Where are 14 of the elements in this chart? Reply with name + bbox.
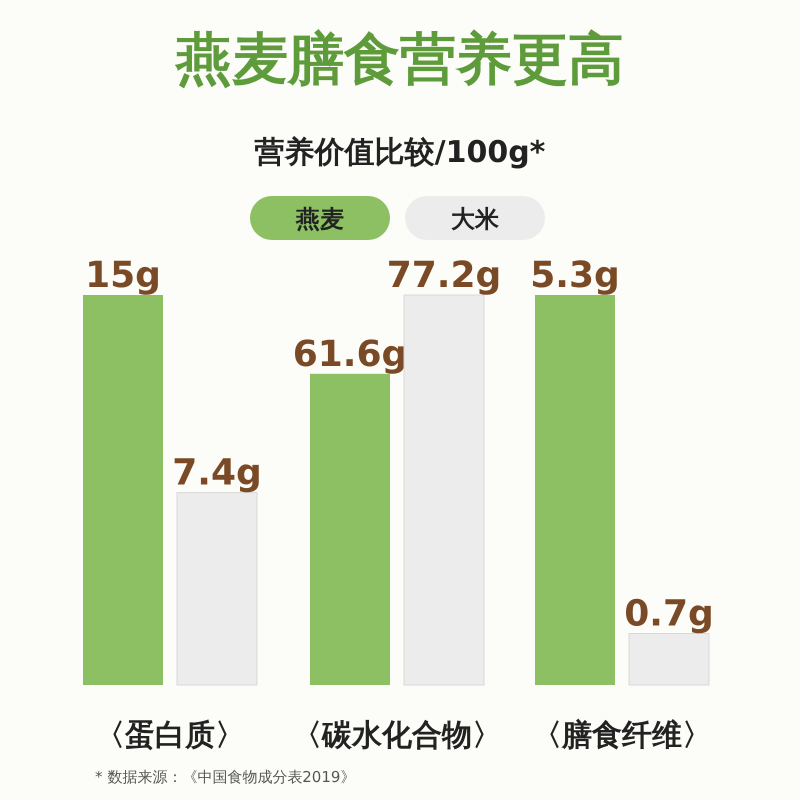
data-label: 0.7g — [624, 593, 714, 634]
text: 燕麦 — [295, 205, 344, 233]
data-label: 7.4g — [172, 452, 262, 494]
text: 营养价值比较/100g* — [254, 135, 546, 170]
text: * 数据来源：《中国食物成分表2019》 — [95, 768, 356, 786]
x-tick-label: 〈碳水化合物〉 — [292, 718, 502, 753]
x-tick-label: 〈蛋白质〉 — [95, 718, 245, 753]
text: 大米 — [451, 205, 500, 233]
text: 燕麦膳食营养更高 — [174, 27, 624, 92]
data-label: 61.6g — [292, 334, 408, 375]
data-label: 15g — [85, 255, 161, 296]
data-label: 5.3g — [530, 255, 620, 296]
data-label: 77.2g — [386, 255, 502, 296]
x-tick-label: 〈膳食纤维〉 — [532, 718, 712, 753]
